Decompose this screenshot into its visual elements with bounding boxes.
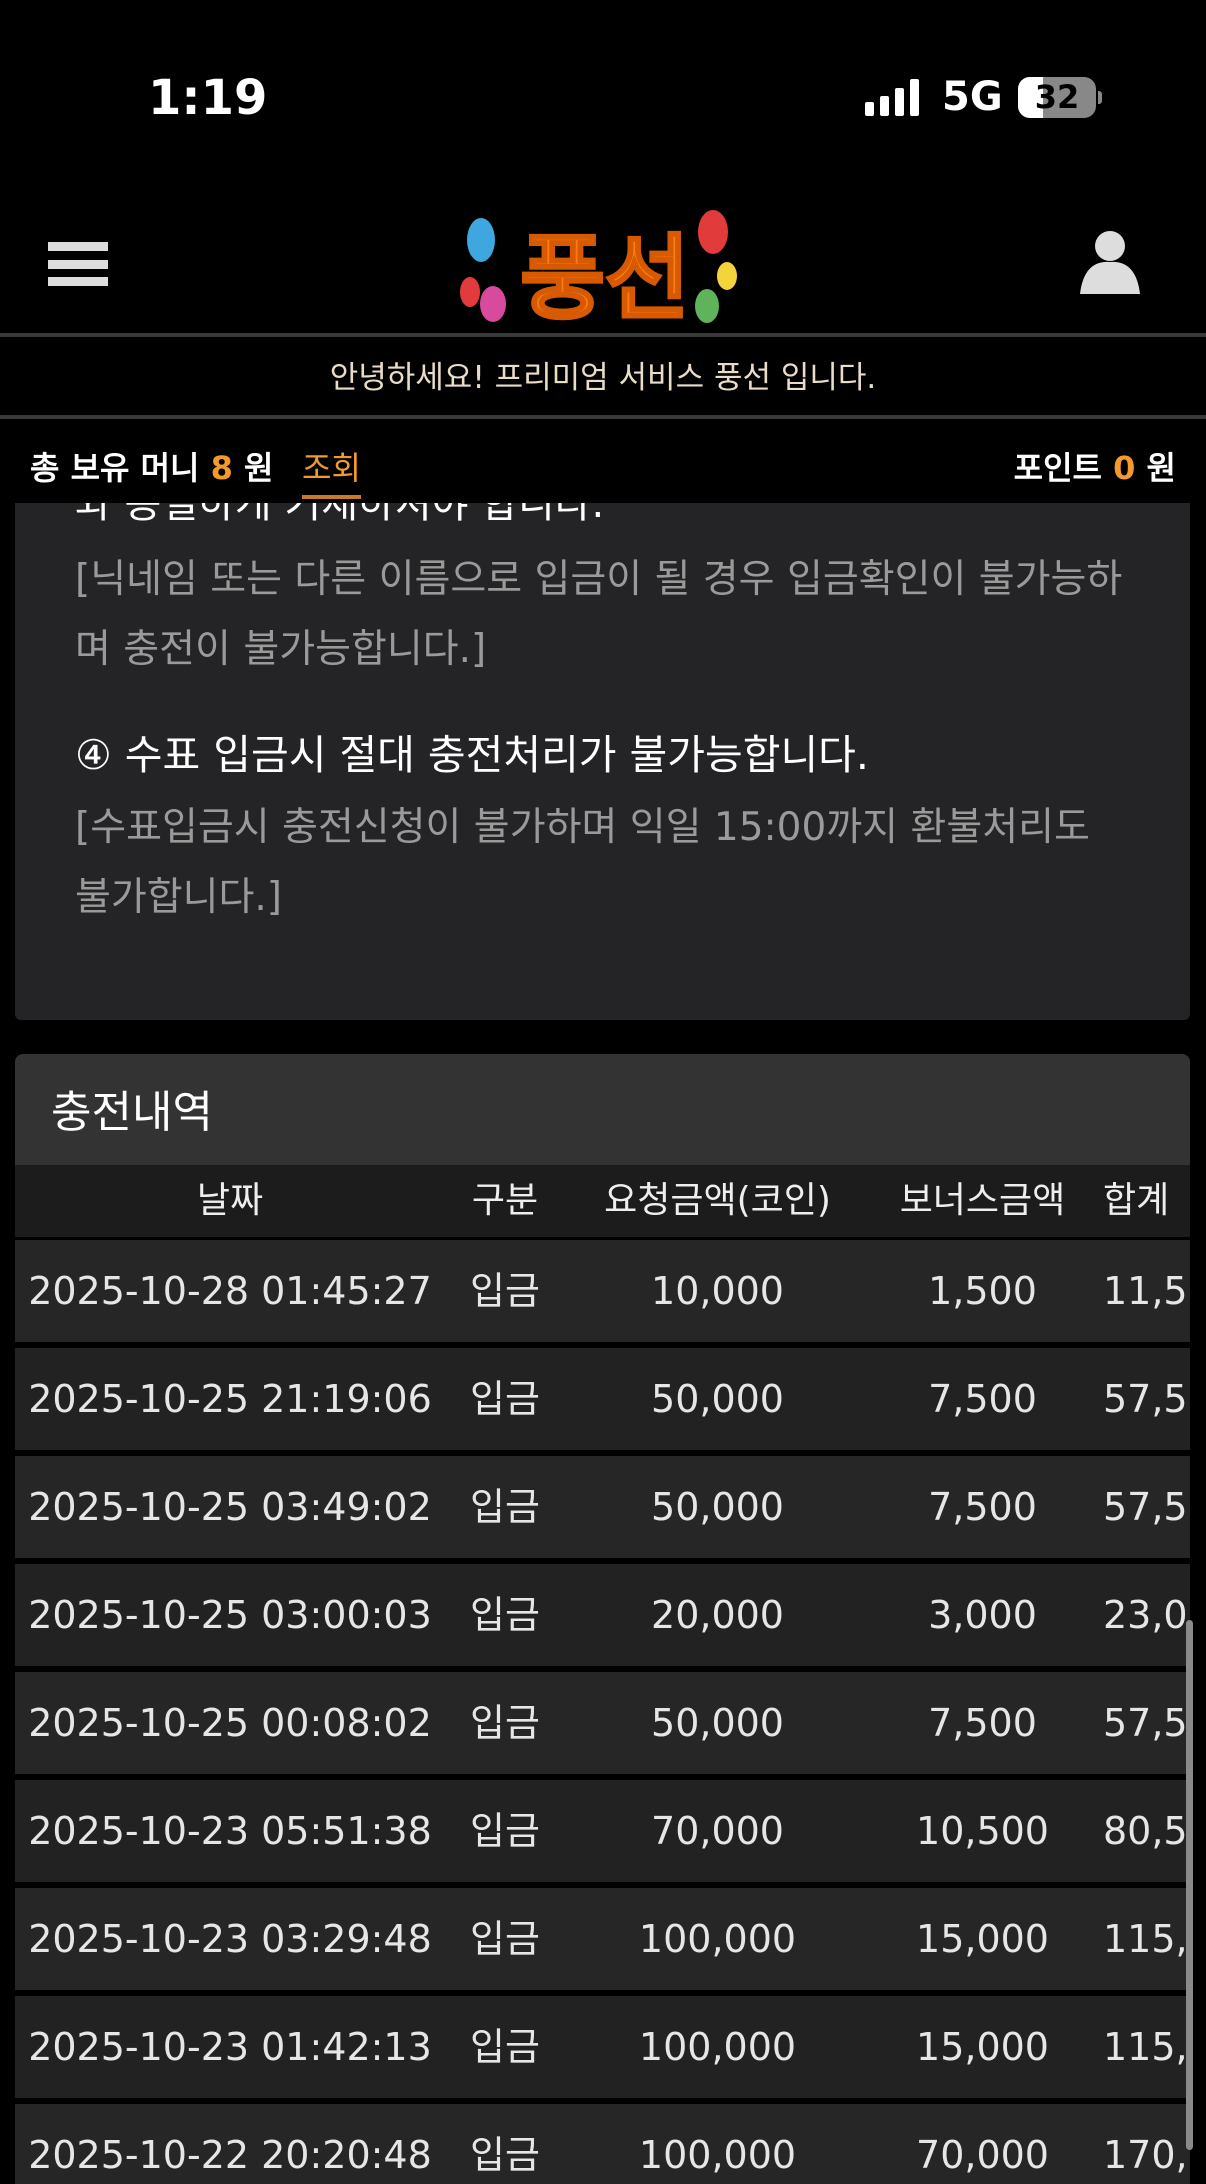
battery-icon: 32 [1018, 77, 1096, 118]
point-amount: 0 [1113, 449, 1136, 487]
table-cell: 2025-10-22 20:20:48 [28, 2133, 432, 2177]
section-title: 충전내역 [15, 1054, 1190, 1165]
network-type: 5G [942, 74, 1003, 120]
table-row: 2025-10-23 05:51:38 입금 70,000 10,500 80,500 [15, 1780, 1190, 1888]
table-cell: 100,000 [638, 2025, 797, 2069]
table-cell: 10,500 [916, 1809, 1049, 1853]
logo-text: 풍선 [520, 225, 689, 332]
table-cell: 1,500 [928, 1269, 1037, 1313]
notice-item: ④ 수표 입금시 절대 충전처리가 불가능합니다. [75, 731, 869, 779]
table-cell: 2025-10-23 03:29:48 [28, 1917, 432, 1961]
table-cell: 입금 [470, 1269, 540, 1313]
table-cell: 100,000 [638, 2133, 797, 2177]
charge-history-card: 충전내역 날짜 구분 요청금액(코인) 보너스금액 합계 2025-10-28 … [15, 1054, 1190, 2184]
table-cell: 115,000 [1103, 2025, 1190, 2069]
logo[interactable]: 풍선 [455, 202, 755, 332]
notice-note: [수표입금시 충전신청이 불가하며 익일 15:00까지 환불처리도 불가합니다… [75, 805, 1090, 920]
table-header: 날짜 구분 요청금액(코인) 보너스금액 합계 [15, 1165, 1190, 1240]
table-cell: 70,000 [916, 2133, 1049, 2177]
table-cell: 100,000 [638, 1917, 797, 1961]
battery-nub [1098, 91, 1102, 104]
table-cell: 15,000 [916, 2025, 1049, 2069]
hamburger-icon[interactable] [48, 242, 108, 286]
notice-note: [닉네임 또는 다른 이름으로 입금이 될 경우 입금확인이 불가능하며 충전이… [75, 557, 1123, 672]
table-cell: 입금 [470, 1593, 540, 1637]
table-cell: 입금 [470, 1809, 540, 1853]
battery-level: 32 [1034, 78, 1080, 116]
column-header: 날짜 [196, 1180, 264, 1221]
point-label: 포인트 [1013, 449, 1102, 487]
balance-amount: 8 [210, 449, 233, 487]
table-cell: 20,000 [651, 1593, 784, 1637]
balance-unit: 원 [244, 449, 274, 487]
table-cell: 80,500 [1103, 1809, 1190, 1853]
table-cell: 3,000 [928, 1593, 1037, 1637]
table-cell: 23,000 [1103, 1593, 1190, 1637]
column-header: 보너스금액 [899, 1180, 1066, 1221]
table-cell: 115,000 [1103, 1917, 1190, 1961]
column-header: 합계 [1103, 1180, 1170, 1221]
table-cell: 15,000 [916, 1917, 1049, 1961]
notice-line: 와 동일하게 기재하셔야 합니다. [75, 503, 605, 527]
table-row: 2025-10-23 01:42:13 입금 100,000 15,000 115,00… [15, 1996, 1190, 2104]
table-row: 2025-10-23 03:29:48 입금 100,000 15,000 115,00… [15, 1888, 1190, 1996]
table-cell: 2025-10-25 03:49:02 [28, 1485, 432, 1529]
table-cell: 7,500 [928, 1377, 1037, 1421]
balance-label: 총 보유 머니 [30, 449, 200, 487]
balance-bar: 총 보유 머니 8 원 조회 포인트 0 원 [0, 423, 1206, 503]
table-cell: 입금 [470, 1701, 540, 1745]
clock: 1:19 [148, 70, 268, 126]
signal-icon [865, 78, 919, 116]
table-cell: 2025-10-25 03:00:03 [28, 1593, 432, 1637]
column-header: 구분 [471, 1180, 539, 1221]
table-row: 2025-10-25 03:00:03 입금 20,000 3,000 23,000 [15, 1564, 1190, 1672]
table-cell: 50,000 [651, 1377, 784, 1421]
notice-card: 와 동일하게 기재하셔야 합니다. [닉네임 또는 다른 이름으로 입금이 될 … [15, 503, 1190, 1020]
table-cell: 입금 [470, 1377, 540, 1421]
table-cell: 입금 [470, 1485, 540, 1529]
inquiry-button[interactable]: 조회 [302, 443, 361, 499]
status-bar: 1:19 5G 32 [0, 0, 1206, 190]
table-cell: 2025-10-23 05:51:38 [28, 1809, 432, 1853]
table-row: 2025-10-25 21:19:06 입금 50,000 7,500 57,500 [15, 1348, 1190, 1456]
table-body: 2025-10-28 01:45:27입금10,0001,50011,50020… [15, 1240, 1190, 2184]
table-row: 2025-10-22 20:20:48 입금 100,000 70,000 170,00… [15, 2104, 1190, 2184]
table-cell: 57,500 [1103, 1701, 1190, 1745]
table-cell: 70,000 [651, 1809, 784, 1853]
table-cell: 57,500 [1103, 1377, 1190, 1421]
scrollbar[interactable] [1186, 1620, 1193, 2150]
table-cell: 57,500 [1103, 1485, 1190, 1529]
table-cell: 입금 [470, 2133, 540, 2177]
table-cell: 11,500 [1103, 1269, 1190, 1313]
table-cell: 50,000 [651, 1701, 784, 1745]
table-cell: 2025-10-25 00:08:02 [28, 1701, 432, 1745]
table-cell: 2025-10-23 01:42:13 [28, 2025, 432, 2069]
table-row: 2025-10-28 01:45:27 입금 10,000 1,500 11,500 [15, 1240, 1190, 1348]
app-header: 풍선 [0, 190, 1206, 337]
user-icon[interactable] [1078, 228, 1142, 294]
table-cell: 2025-10-28 01:45:27 [28, 1269, 432, 1313]
table-cell: 10,000 [651, 1269, 784, 1313]
greeting-banner: 안녕하세요! 프리미엄 서비스 풍선 입니다. [0, 341, 1206, 419]
table-cell: 2025-10-25 21:19:06 [28, 1377, 432, 1421]
table-cell: 입금 [470, 2025, 540, 2069]
point-unit: 원 [1146, 449, 1176, 487]
table-cell: 7,500 [928, 1485, 1037, 1529]
table-cell: 입금 [470, 1917, 540, 1961]
table-cell: 50,000 [651, 1485, 784, 1529]
table-row: 2025-10-25 00:08:02 입금 50,000 7,500 57,500 [15, 1672, 1190, 1780]
table-cell: 170,000 [1103, 2133, 1190, 2177]
table-cell: 7,500 [928, 1701, 1037, 1745]
table-row: 2025-10-25 03:49:02 입금 50,000 7,500 57,500 [15, 1456, 1190, 1564]
column-header: 요청금액(코인) [604, 1180, 831, 1221]
